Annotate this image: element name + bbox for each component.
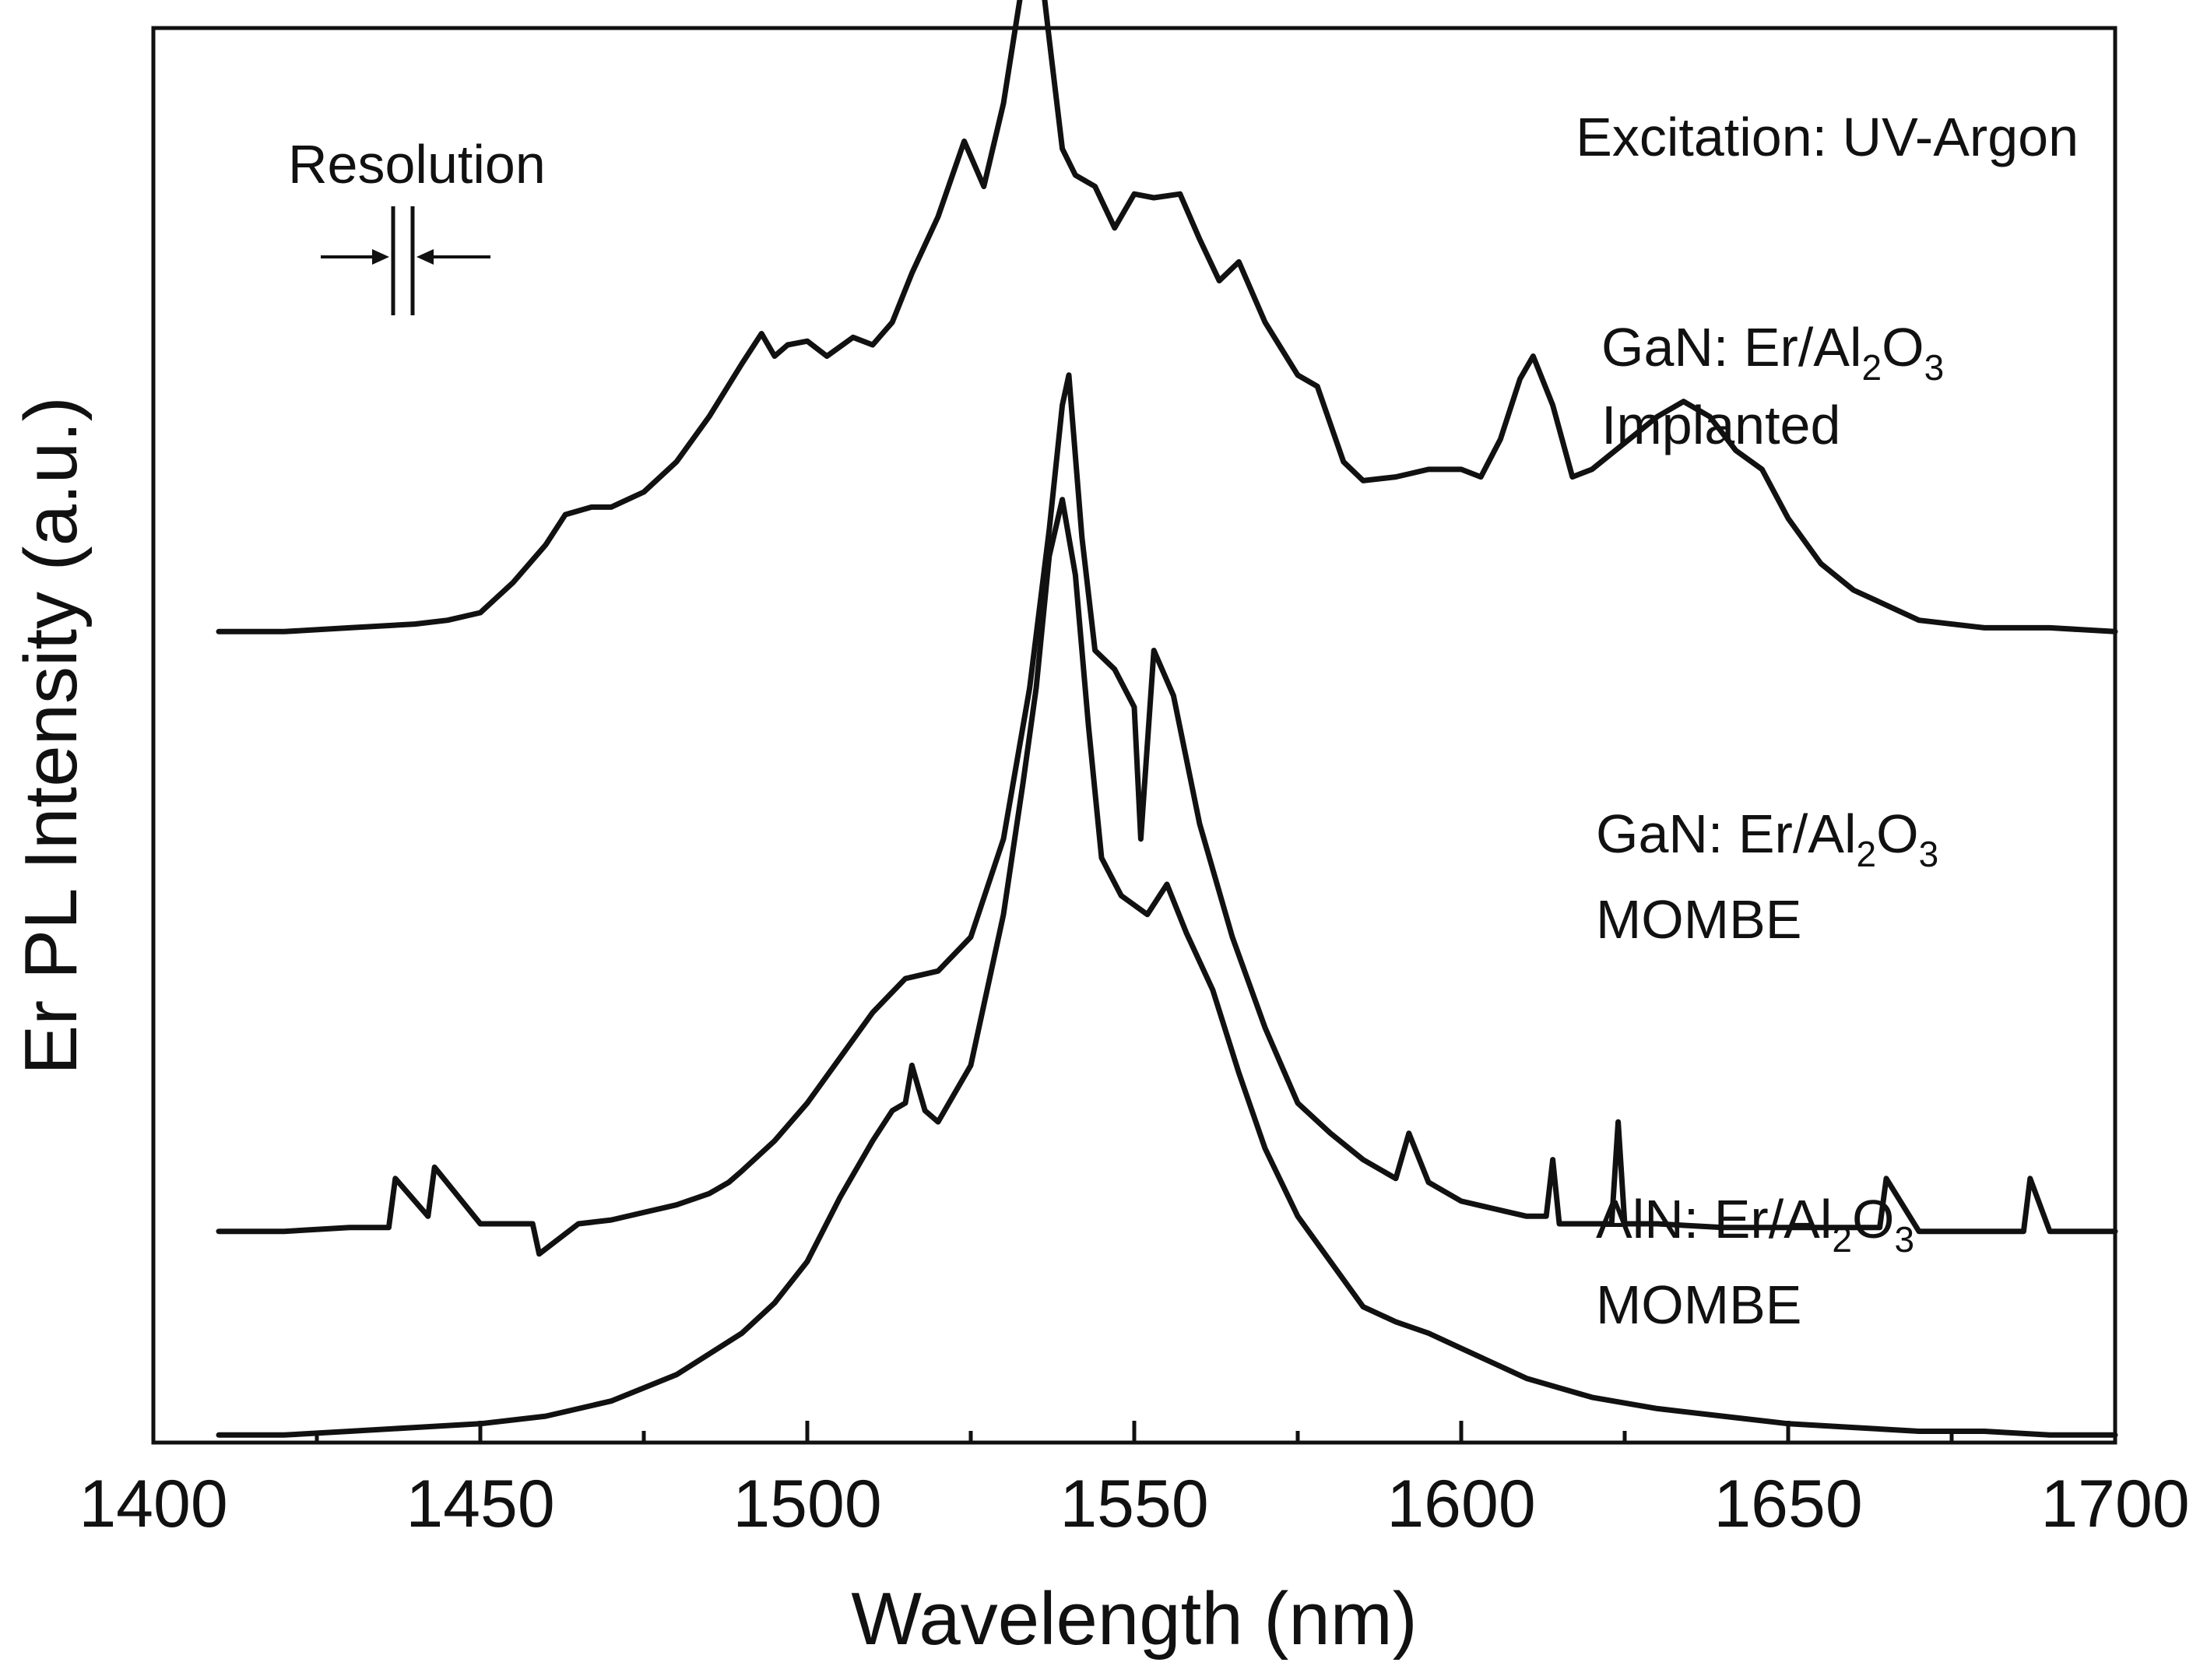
x-tick-label-1400: 1400 [79,1467,227,1541]
x-tick-labels: 1400 1450 1500 1550 1600 1650 1700 [79,1467,2189,1541]
y-axis-title: Er PL Intensity (a.u.) [9,396,93,1074]
series-label-line2: Implanted [1601,395,1840,455]
resolution-arrowhead-right [416,249,434,265]
series-label-gan-implanted: GaN: Er/Al2O3 Implanted [1601,317,1944,455]
resolution-label: Resolution [288,134,546,195]
series-label-line1: GaN: Er/Al2O3 [1601,317,1944,388]
series-line-gan-mombe [216,372,2118,1257]
resolution-arrowhead-left [372,249,389,265]
x-tick-label-1650: 1650 [1713,1467,1862,1541]
x-tick-label-1700: 1700 [2040,1467,2189,1541]
x-tick-label-1450: 1450 [406,1467,554,1541]
x-axis-title: Wavelength (nm) [851,1577,1417,1661]
series-label-gan-mombe: GaN: Er/Al2O3 MOMBE [1596,803,1938,950]
x-tick-label-1600: 1600 [1386,1467,1535,1541]
series-label-line2: MOMBE [1596,889,1801,950]
series-line-aln-mombe [216,497,2118,1438]
x-tick-label-1550: 1550 [1060,1467,1208,1541]
excitation-annotation: Excitation: UV-Argon [1576,107,2079,167]
series-label-line2: MOMBE [1596,1274,1801,1335]
series-label-line1: GaN: Er/Al2O3 [1596,803,1938,874]
resolution-marker: Resolution [288,134,546,315]
x-tick-label-1500: 1500 [733,1467,881,1541]
series-line-gan-implanted [216,0,2118,634]
series-label-line1: AlN: Er/Al2O3 [1596,1189,1914,1260]
series-lines [216,0,2118,1438]
x-ticks [151,1421,2117,1443]
series-label-aln-mombe: AlN: Er/Al2O3 MOMBE [1596,1189,1914,1335]
